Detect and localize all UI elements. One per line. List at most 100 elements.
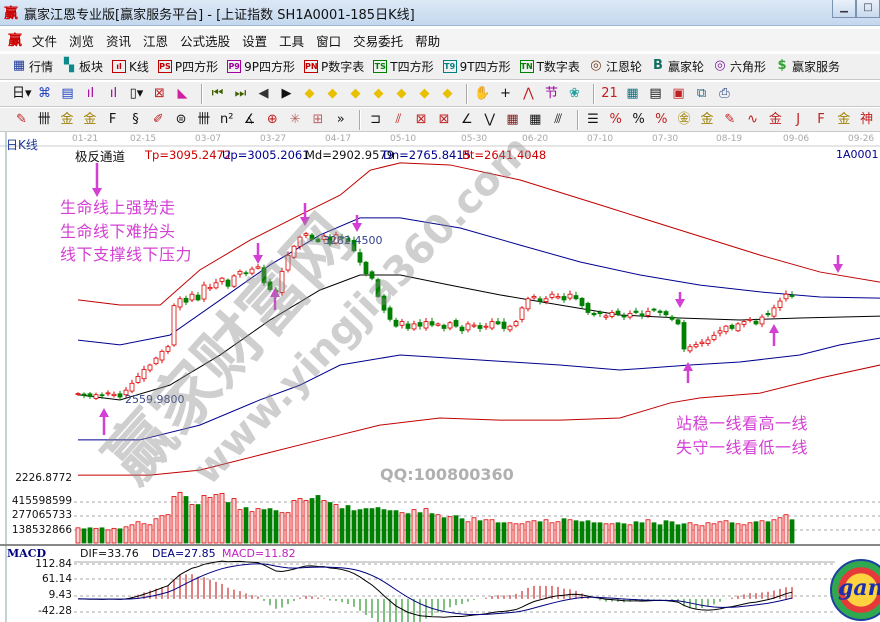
n2-icon[interactable]: n² [219, 111, 234, 127]
macd-dif: DIF=33.76 [80, 547, 139, 560]
toolbar-button-sector-blocks[interactable]: ▚ 板块 [62, 58, 103, 75]
ladder-icon[interactable]: ☰ [587, 111, 599, 127]
flag-icon[interactable]: ◣ [177, 86, 188, 101]
pen-icon[interactable]: ✎ [15, 111, 27, 127]
toolbar-separator [593, 84, 595, 104]
candle-up [471, 324, 477, 327]
angle-lines-icon[interactable]: ∠ [461, 111, 473, 127]
percent-lines-icon[interactable]: % [655, 111, 668, 127]
pen-tool-icon[interactable]: ✎ [724, 111, 736, 127]
menu-item-5[interactable]: 设置 [242, 33, 268, 49]
calendar-icon[interactable]: 21 [601, 86, 618, 101]
gold-lines-icon[interactable]: 金 [700, 111, 714, 127]
circle-ruler-icon[interactable]: ⊜ [175, 111, 187, 127]
pencil-ruler-icon[interactable]: ✐ [152, 111, 164, 127]
f-angle-icon[interactable]: F [817, 111, 825, 127]
node-icon[interactable]: 节 [544, 86, 558, 101]
bars3-icon[interactable]: ıl [86, 86, 95, 101]
grid-icon[interactable]: ▦ [506, 111, 519, 127]
fan-icon[interactable]: ⫽ [395, 111, 402, 127]
left-arrow-icon[interactable]: ◀ [258, 86, 269, 101]
menu-item-0[interactable]: 文件 [32, 33, 58, 49]
toolbar-button-tn[interactable]: TN T数字表 [519, 58, 580, 75]
menu-item-9[interactable]: 帮助 [415, 33, 441, 49]
v-lines-icon[interactable]: ⋁ [484, 111, 495, 127]
diamond-v-shrink-icon[interactable]: ◆ [419, 86, 430, 101]
toolbar-button-t9[interactable]: T9 9T四方形 [442, 58, 511, 75]
first-icon[interactable]: ⏮ [211, 86, 224, 101]
star-icon[interactable]: ✳ [289, 111, 301, 127]
network-icon[interactable]: ⧉ [696, 86, 707, 101]
gold-ratio2-icon[interactable]: 金 [83, 111, 97, 127]
grid2-icon[interactable]: ▦ [529, 111, 542, 127]
parallel-icon[interactable]: ⫻ [554, 111, 562, 127]
diamond-v-expand-icon[interactable]: ◆ [396, 86, 407, 101]
diamond-reset-icon[interactable]: ◆ [442, 86, 453, 101]
toolbar-button-ts[interactable]: TS T四方形 [373, 58, 434, 75]
menu-logo-icon[interactable]: 赢 [8, 33, 22, 49]
menu-item-1[interactable]: 浏览 [69, 33, 95, 49]
percent-icon[interactable]: % [632, 111, 645, 127]
gold-circle-icon[interactable]: ㊎ [677, 111, 691, 127]
menu-item-8[interactable]: 交易委托 [353, 33, 404, 49]
diamond-right-icon[interactable]: ◆ [327, 86, 338, 101]
toolbar-button-ps[interactable]: PS P四方形 [157, 58, 218, 75]
hand-icon[interactable]: ✋ [474, 86, 491, 101]
calculator-icon[interactable]: ▦ [626, 86, 639, 101]
gold-box-icon[interactable]: 金 [768, 111, 782, 127]
bars9-icon[interactable]: ıl [109, 86, 118, 101]
diamond-h-shrink-icon[interactable]: ◆ [373, 86, 384, 101]
link-icon[interactable]: ⌘ [38, 86, 51, 101]
wave-icon[interactable]: ∿ [747, 111, 759, 127]
menu-item-3[interactable]: 江恩 [143, 33, 169, 49]
grid-lines-icon[interactable]: 卌 [37, 111, 51, 127]
crosshair-icon[interactable]: + [500, 86, 511, 101]
target-icon[interactable]: ⊕ [266, 111, 278, 127]
volume-bar [297, 498, 303, 544]
cycle-lines-icon[interactable]: 卌 [197, 111, 211, 127]
notebook-icon[interactable]: ▤ [649, 86, 662, 101]
print-icon[interactable]: ⎙ [719, 86, 730, 101]
candle-up [165, 346, 171, 352]
toolbar-button-hexagon[interactable]: ◎ 六角形 [713, 58, 766, 75]
toolbar-button-dollar[interactable]: $ 赢家服务 [775, 58, 840, 75]
page-icon[interactable]: ▤ [61, 86, 74, 101]
more-icon[interactable]: » [336, 111, 345, 127]
toolbar-button-quote-table[interactable]: ▦ 行情 [12, 58, 53, 75]
leaf-icon[interactable]: ❀ [569, 86, 580, 101]
toolbar-button-kline[interactable]: ıl K线 [112, 58, 149, 75]
spiral-icon[interactable]: § [132, 111, 139, 127]
candle-type-dropdown[interactable]: ▯▾ [129, 86, 144, 101]
angle-icon[interactable]: ∡ [243, 111, 256, 127]
menu-item-4[interactable]: 公式选股 [180, 33, 231, 49]
diamond-h-expand-icon[interactable]: ◆ [350, 86, 361, 101]
menu-item-2[interactable]: 资讯 [106, 33, 132, 49]
toolbar-button-big-wheel[interactable]: B 赢家轮 [651, 58, 704, 75]
last-icon[interactable]: ⏭ [234, 86, 247, 101]
draw-tool-icon[interactable]: ⊠ [154, 86, 165, 101]
toolbar-button-pn[interactable]: PN P数字表 [304, 58, 364, 75]
square-target-icon[interactable]: ⊞ [312, 111, 324, 127]
candle-up [291, 245, 297, 258]
menu-item-7[interactable]: 窗口 [316, 33, 342, 49]
gold-angle-icon[interactable]: 金 [837, 111, 851, 127]
diamond-left-icon[interactable]: ◆ [304, 86, 315, 101]
period-day-dropdown[interactable]: 日▾ [12, 86, 32, 101]
toolbar-button-p9[interactable]: P9 9P四方形 [227, 58, 295, 75]
right-arrow-icon[interactable]: ▶ [281, 86, 292, 101]
volume-bar [369, 508, 375, 544]
menu-item-6[interactable]: 工具 [279, 33, 305, 49]
fan-box-icon[interactable]: ⊠ [415, 111, 427, 127]
fan-box2-icon[interactable]: ⊠ [438, 111, 450, 127]
fib-icon[interactable]: F [108, 111, 117, 127]
gold-ratio-icon[interactable]: 金 [60, 111, 74, 127]
god-icon[interactable]: 神 [860, 111, 874, 127]
save-icon[interactable]: ▣ [672, 86, 685, 101]
minimize-button[interactable]: ▁ [832, 0, 856, 18]
box-icon[interactable]: ⊐ [370, 111, 382, 127]
j-angle-icon[interactable]: J [796, 111, 801, 127]
toolbar-button-gann-wheel[interactable]: ◎ 江恩轮 [589, 58, 642, 75]
line-chart-icon[interactable]: ⋀ [523, 86, 534, 101]
percent-line-icon[interactable]: % [609, 111, 622, 127]
